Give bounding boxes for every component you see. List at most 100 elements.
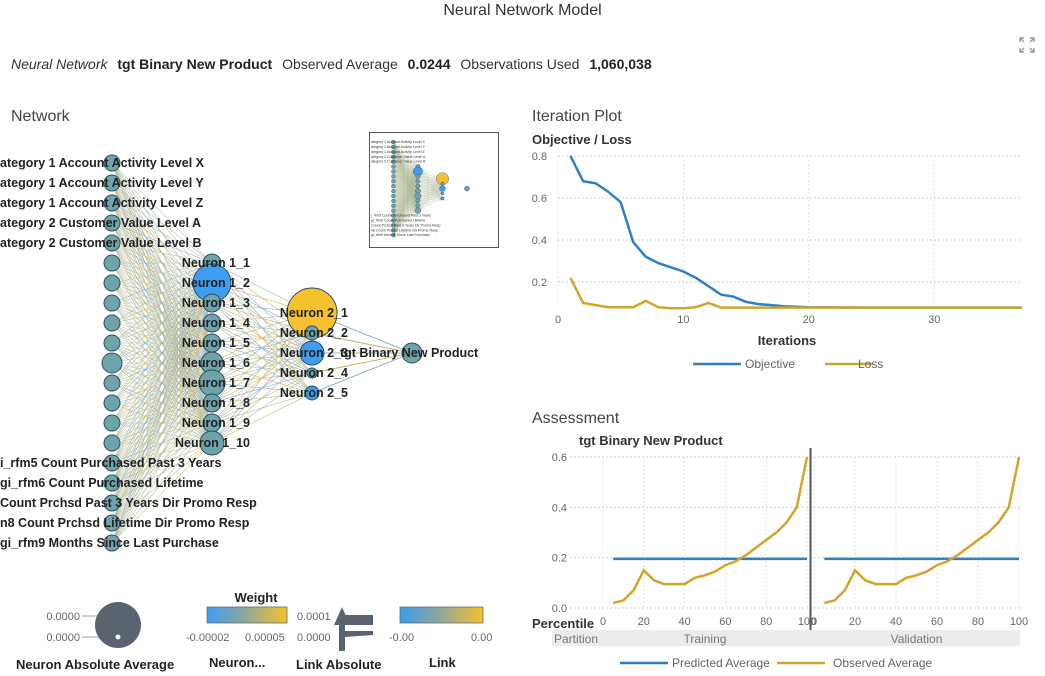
link-max: 0.00 — [471, 632, 492, 644]
assessment-x-label: Percentile — [532, 616, 594, 631]
input-label: ategory 2 Customer Value Level B — [0, 236, 201, 250]
target-name: tgt Binary New Product — [117, 56, 273, 72]
network-overview-thumbnail[interactable]: ategory 1 Account Activity Level Xategor… — [369, 132, 499, 248]
partition-label: Partition — [554, 632, 598, 646]
neuron-label: Neuron 2_2 — [280, 326, 348, 340]
expand-icon[interactable] — [1018, 36, 1036, 54]
page-title: Neural Network Model — [443, 2, 602, 19]
x-tick-label: 40 — [678, 616, 690, 628]
hidden-node-layer1 — [202, 313, 222, 333]
iteration-heading: Iteration Plot — [532, 108, 622, 125]
input-node — [103, 394, 121, 412]
network-link — [111, 342, 213, 544]
series-line-objective — [569, 155, 1022, 309]
series-line-observed-average-validation — [823, 456, 1021, 605]
hidden-node-layer2 — [304, 325, 320, 341]
network-link — [111, 162, 213, 264]
y-tick-label: 0.2 — [532, 277, 547, 289]
network-link — [211, 352, 313, 444]
input-node — [101, 352, 123, 374]
svg-text:ategory 2 Customer Value Level: ategory 2 Customer Value Level A — [371, 155, 426, 159]
input-label: ategory 1 Account Activity Level Z — [0, 196, 204, 210]
x-tick-label: 60 — [931, 616, 943, 628]
network-heading: Network — [11, 108, 70, 125]
neuron-label: Neuron 1_6 — [182, 356, 250, 370]
y-tick-label: 0.8 — [532, 151, 547, 163]
legend-label: Observed Average — [833, 656, 933, 670]
x-tick-label: 60 — [719, 616, 731, 628]
neuron-label: Neuron 2_4 — [280, 366, 348, 380]
network-nodes — [101, 154, 423, 552]
network-link — [111, 262, 213, 524]
input-node — [103, 414, 121, 432]
input-label: gi_rfm9 Months Since Last Purchase — [0, 536, 219, 550]
input-node — [103, 214, 121, 232]
input-node — [103, 334, 121, 352]
x-tick-label: 0 — [600, 616, 606, 628]
input-label: gi_rfm6 Count Purchased Lifetime — [0, 476, 204, 490]
input-label: Count Prchsd Past 3 Years Dir Promo Resp — [0, 496, 257, 510]
series-line-observed-average-training — [612, 456, 809, 605]
model-type-label: Neural Network — [11, 56, 108, 72]
iteration-plot[interactable]: Objective / Loss 0.2 0.4 0.6 0.8 0 10 20 30 Ite… — [525, 128, 1045, 383]
network-link — [311, 352, 413, 374]
hidden-node-layer1 — [199, 430, 225, 456]
hidden-node-layer1 — [202, 293, 222, 313]
svg-text:i_rfm5 Count Purchased Past 3: i_rfm5 Count Purchased Past 3 Years — [371, 214, 431, 218]
link-abs-max: 0.0001 — [297, 611, 331, 623]
y-tick-label: 0.6 — [552, 452, 567, 464]
hidden-node-layer2 — [304, 385, 320, 401]
input-node — [103, 314, 121, 332]
weight-title: Weight — [234, 590, 278, 605]
y-tick-label: 0.6 — [532, 193, 547, 205]
svg-text:ategory 1 Account Activity Lev: ategory 1 Account Activity Level Y — [371, 145, 425, 149]
svg-text:ategory 1 Account Activity Lev: ategory 1 Account Activity Level X — [371, 140, 426, 144]
observed-average-label: Observed Average — [282, 56, 398, 72]
input-node — [103, 174, 121, 192]
link-abs-min: 0.0000 — [297, 632, 331, 644]
input-node — [103, 474, 121, 492]
neuron-weight-gradient — [206, 606, 288, 624]
link-abs-title: Link Absolute — [296, 657, 381, 672]
x-tick-label: 80 — [972, 616, 984, 628]
input-node — [103, 534, 121, 552]
network-link — [111, 262, 213, 284]
link-min: -0.00 — [389, 632, 414, 644]
network-link — [111, 262, 213, 304]
x-tick-label: 100 — [798, 616, 816, 628]
network-link — [311, 332, 413, 354]
x-tick-label: 0 — [811, 616, 817, 628]
legend-label: Objective — [745, 357, 795, 371]
network-link — [111, 322, 213, 544]
network-link — [211, 312, 313, 444]
assessment-legend: Predicted Average Observed Average — [620, 656, 933, 670]
x-tick-label: 20 — [803, 314, 815, 326]
network-link — [111, 442, 213, 544]
x-tick-label: 0 — [555, 314, 561, 326]
svg-text:ategory 2 Customer Value Level: ategory 2 Customer Value Level B — [371, 160, 426, 164]
network-link — [111, 222, 213, 264]
neuron-label: Neuron 1_1 — [182, 256, 250, 270]
neuron-abs-average-legend: 0.0000 0.0000 Neuron Absolute Average — [16, 602, 174, 672]
neuron-label: Neuron 1_8 — [182, 396, 250, 410]
input-node — [103, 274, 121, 292]
network-link — [211, 372, 313, 444]
svg-text:gi_rfm6 Count Purchased Lifeti: gi_rfm6 Count Purchased Lifetime — [371, 218, 425, 222]
panel-validation-label: Validation — [891, 632, 943, 646]
y-tick-label: 0.4 — [532, 235, 547, 247]
neuron-label: Neuron 1_5 — [182, 336, 250, 350]
input-node — [103, 154, 121, 172]
observations-used-label: Observations Used — [460, 56, 580, 72]
legend-area: 0.0000 0.0000 Neuron Absolute Average We… — [16, 590, 492, 672]
model-summary: Neural Network tgt Binary New Product Ob… — [11, 56, 658, 72]
input-node — [103, 434, 121, 452]
assessment-plot[interactable]: tgt Binary New Product 0.0 0.2 0.4 0.6 0 20 40… — [525, 430, 1045, 676]
hidden-node-layer1 — [202, 393, 222, 413]
input-node — [103, 194, 121, 212]
neuron-weight-max: 0.00005 — [245, 632, 285, 644]
neuron-label: Neuron 1_7 — [182, 376, 250, 390]
network-diagram[interactable]: ategory 1 Account Activity Level Xategor… — [0, 130, 520, 570]
output-label: tgt Binary New Product — [340, 346, 479, 360]
neuron-abs-min: 0.0000 — [46, 632, 80, 644]
link-gradient — [399, 606, 484, 624]
